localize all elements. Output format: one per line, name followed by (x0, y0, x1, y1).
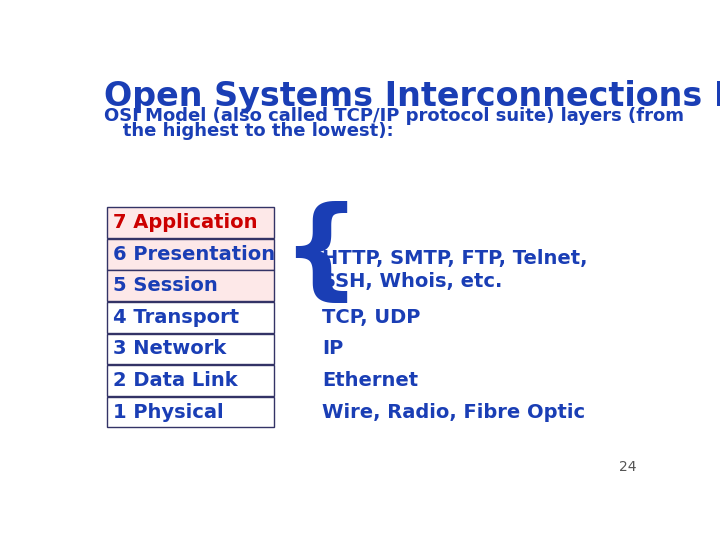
Text: 2 Data Link: 2 Data Link (113, 371, 238, 390)
Text: Open Systems Interconnections Model: Open Systems Interconnections Model (104, 80, 720, 113)
Text: IP: IP (323, 340, 343, 359)
FancyBboxPatch shape (107, 397, 274, 428)
Text: HTTP, SMTP, FTP, Telnet,
SSH, Whois, etc.: HTTP, SMTP, FTP, Telnet, SSH, Whois, etc… (323, 249, 588, 291)
Text: 5 Session: 5 Session (113, 276, 218, 295)
Text: 4 Transport: 4 Transport (113, 308, 239, 327)
FancyBboxPatch shape (107, 239, 274, 269)
Text: Ethernet: Ethernet (323, 371, 418, 390)
Text: 6 Presentation: 6 Presentation (113, 245, 275, 264)
Text: TCP, UDP: TCP, UDP (323, 308, 421, 327)
FancyBboxPatch shape (107, 365, 274, 396)
Text: OSI Model (also called TCP/IP protocol suite) layers (from: OSI Model (also called TCP/IP protocol s… (104, 107, 684, 125)
FancyBboxPatch shape (107, 271, 274, 301)
FancyBboxPatch shape (107, 207, 274, 238)
Text: 7 Application: 7 Application (113, 213, 258, 232)
FancyBboxPatch shape (107, 334, 274, 364)
Text: 3 Network: 3 Network (113, 340, 227, 359)
Text: {: { (282, 201, 361, 308)
Text: the highest to the lowest):: the highest to the lowest): (104, 122, 394, 140)
Text: 24: 24 (619, 461, 636, 475)
Text: Wire, Radio, Fibre Optic: Wire, Radio, Fibre Optic (323, 403, 585, 422)
Text: 1 Physical: 1 Physical (113, 403, 224, 422)
FancyBboxPatch shape (107, 302, 274, 333)
